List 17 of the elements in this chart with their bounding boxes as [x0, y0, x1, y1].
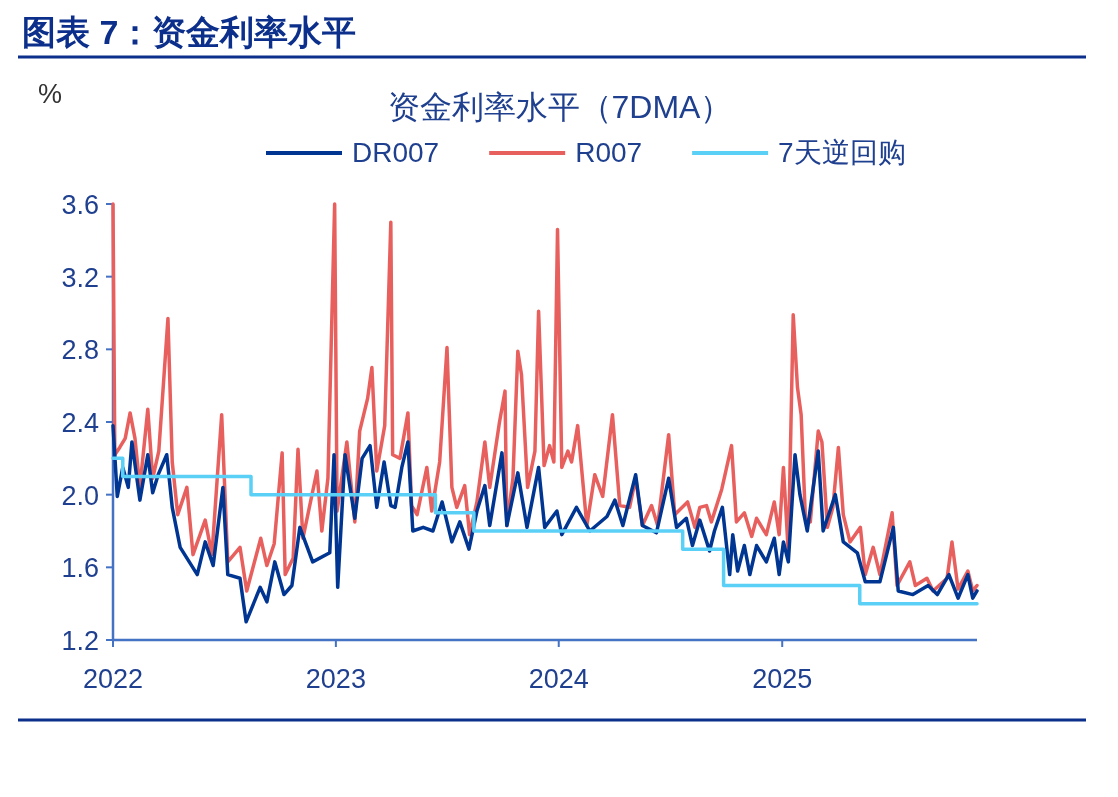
y-tick-label: 2.0	[61, 480, 99, 511]
y-tick-label: 1.2	[61, 626, 99, 656]
x-tick-label: 2024	[528, 664, 589, 694]
y-tick-label: 1.6	[61, 553, 99, 584]
chart-title: 图表 7：资金利率水平	[22, 13, 357, 51]
y-tick-label: 2.4	[61, 408, 99, 438]
legend-label: 7天逆回购	[778, 137, 906, 168]
x-tick-label: 2023	[305, 664, 366, 694]
y-tick-label: 3.2	[61, 262, 99, 293]
y-tick-label: 2.8	[61, 335, 99, 366]
x-tick-label: 2022	[82, 664, 144, 694]
y-axis-title: %	[37, 79, 63, 109]
y-tick-label: 3.6	[61, 190, 99, 220]
legend-label: DR007	[352, 137, 440, 168]
legend-label: R007	[575, 137, 643, 168]
chart-subtitle: 资金利率水平（7DMA）	[387, 89, 733, 125]
x-tick-label: 2025	[752, 664, 813, 694]
